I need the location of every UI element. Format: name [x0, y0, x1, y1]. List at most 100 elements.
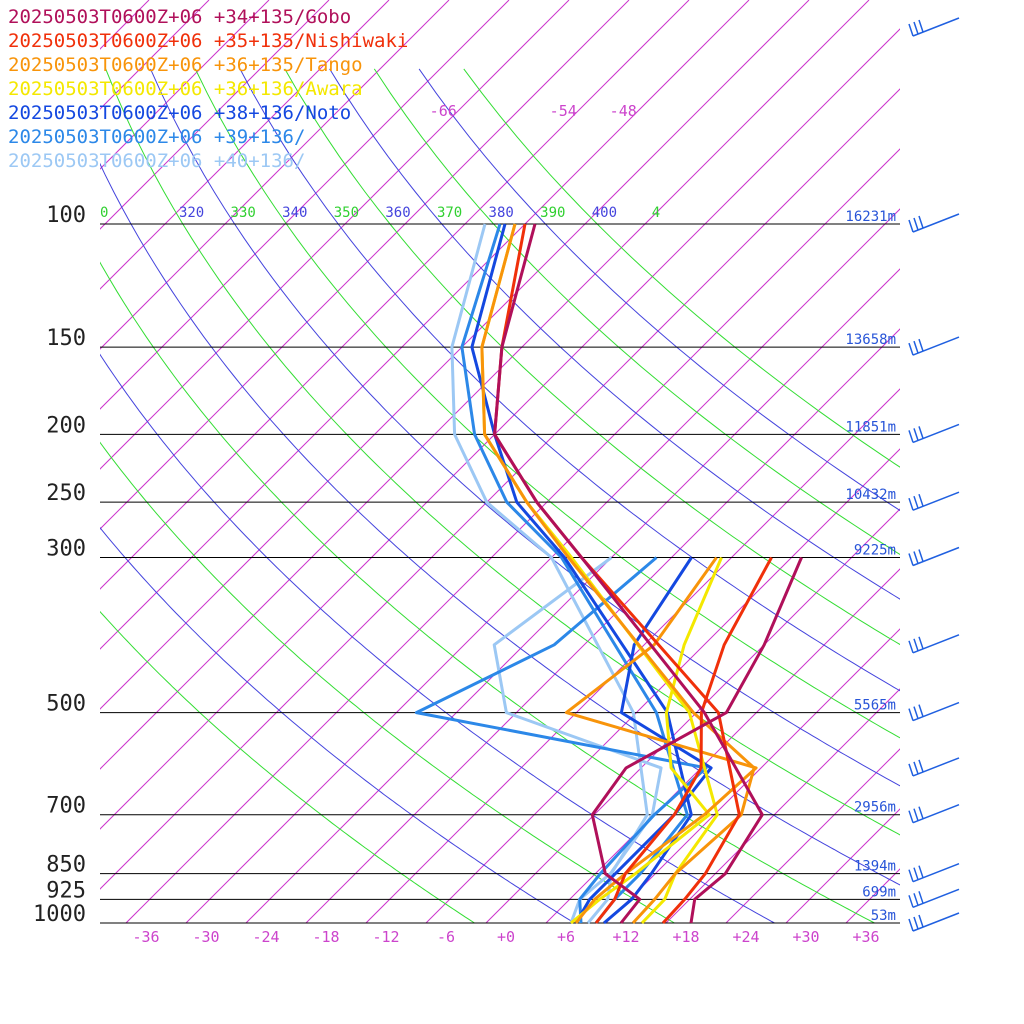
wind-barb-feather [918, 338, 924, 352]
temperature-tick-label: +24 [732, 928, 759, 946]
wind-barb-feather [918, 19, 924, 33]
temperature-tick-label: -6 [437, 928, 455, 946]
wind-barb-shaft [912, 634, 960, 654]
isotherm-line [305, 328, 900, 923]
temperature-line [493, 223, 764, 924]
wind-barb-shaft [912, 701, 960, 722]
theta-label: 320 [179, 205, 204, 221]
dry-adiabat-line [100, 162, 900, 886]
isotherm-line [425, 448, 900, 923]
dry-adiabat-line [373, 68, 900, 556]
isotherm-line [125, 148, 900, 923]
isotherm-line [100, 0, 450, 350]
wind-barb-feather [908, 708, 914, 721]
wind-barb-feather [913, 21, 919, 35]
isotherm-line [100, 0, 690, 590]
wind-barb-shaft [912, 912, 960, 932]
wind-barb-feather [918, 215, 924, 229]
isobar-lines [100, 223, 900, 924]
height-label: 2956m [854, 800, 896, 816]
isotherm-line [545, 568, 900, 923]
temperature-tick-label: +36 [852, 928, 879, 946]
wind-barb-feather [908, 869, 914, 882]
isotherm-line [725, 748, 900, 923]
pressure-label: 500 [46, 692, 86, 717]
legend: 20250503T0600Z+06 +34+135/Gobo20250503T0… [8, 6, 408, 172]
theta-label: 0 [100, 205, 108, 221]
pressure-label: 300 [46, 537, 86, 562]
wind-barb-feather [908, 497, 914, 511]
wind-barb-feather [908, 810, 914, 823]
wind-barb-feather [913, 340, 919, 354]
dry-adiabat-line [100, 610, 475, 923]
wind-barb-shaft [912, 863, 960, 883]
height-label: 11851m [845, 419, 896, 435]
temperature-tick-label: +30 [792, 928, 819, 946]
pressure-label: 925 [46, 878, 86, 903]
legend-entry: 20250503T0600Z+06 +38+136/Noto [8, 102, 351, 124]
temperature-tick-label: -30 [192, 928, 219, 946]
wind-barb-shaft [912, 336, 960, 356]
wind-barb-feather [913, 638, 919, 652]
wind-barb-feather [918, 426, 924, 439]
dewpoint-line [414, 556, 708, 924]
theta-label: 380 [489, 205, 514, 221]
pressure-label: 1000 [33, 902, 86, 927]
wind-barb [908, 888, 960, 908]
isotherm-line [605, 628, 900, 923]
series-group [414, 223, 708, 924]
wind-barb-feather [908, 430, 914, 443]
wind-barb-feather [913, 916, 919, 930]
wind-barb-feather [908, 640, 914, 654]
wind-barb-feather [908, 918, 914, 932]
dry-adiabat-line [105, 68, 900, 836]
wind-barb-feather [913, 706, 919, 719]
wind-barb-shaft [912, 491, 960, 511]
isotherm-line [100, 0, 330, 230]
wind-barb [908, 213, 960, 233]
upper-isotherm-label: -66 [430, 102, 457, 120]
dry-adiabat-line [284, 68, 900, 646]
wind-barb-feather [918, 865, 924, 878]
isotherm-line [100, 0, 870, 770]
temperature-tick-label: +12 [612, 928, 639, 946]
wind-barb-feather [918, 891, 924, 904]
temperature-line [480, 223, 756, 925]
wind-barbs [908, 17, 960, 932]
wind-barb-shaft [912, 757, 960, 777]
wind-barb-shaft [912, 423, 960, 444]
wind-barb-feather [908, 895, 914, 908]
wind-barb [908, 17, 960, 37]
isotherm-line [845, 868, 900, 923]
theta-label: 370 [437, 205, 462, 221]
theta-label: 390 [540, 205, 565, 221]
theta-label: 400 [592, 205, 617, 221]
wind-barb-feather [918, 704, 924, 717]
pressure-label: 250 [46, 481, 86, 506]
isotherm-line [365, 388, 900, 923]
dry-adiabat-line [100, 441, 675, 923]
pressure-label: 700 [46, 794, 86, 819]
wind-barb [908, 423, 960, 444]
isotherm-line [906, 0, 1024, 923]
wind-barb-shaft [912, 213, 960, 233]
theta-label: 330 [231, 205, 256, 221]
dry-adiabat-line [418, 68, 900, 512]
legend-entry: 20250503T0600Z+06 +36+135/Tango [8, 54, 363, 76]
theta-label: 360 [385, 205, 410, 221]
wind-barb-feather [908, 342, 914, 356]
theta-label: 340 [282, 205, 307, 221]
isotherm-line [485, 508, 900, 923]
isotherm-line [665, 688, 900, 923]
isotherm-line [185, 208, 900, 923]
height-label: 16231m [845, 209, 896, 225]
legend-entry: 20250503T0600Z+06 +40+136/ [8, 150, 305, 172]
isotherm-line [100, 0, 510, 410]
dewpoint-line [594, 556, 773, 924]
wind-barb-feather [918, 636, 924, 650]
wind-barb-feather [913, 428, 919, 441]
temperature-tick-label: -24 [252, 928, 279, 946]
isotherm-line [100, 88, 900, 890]
temperature-line [450, 223, 649, 924]
